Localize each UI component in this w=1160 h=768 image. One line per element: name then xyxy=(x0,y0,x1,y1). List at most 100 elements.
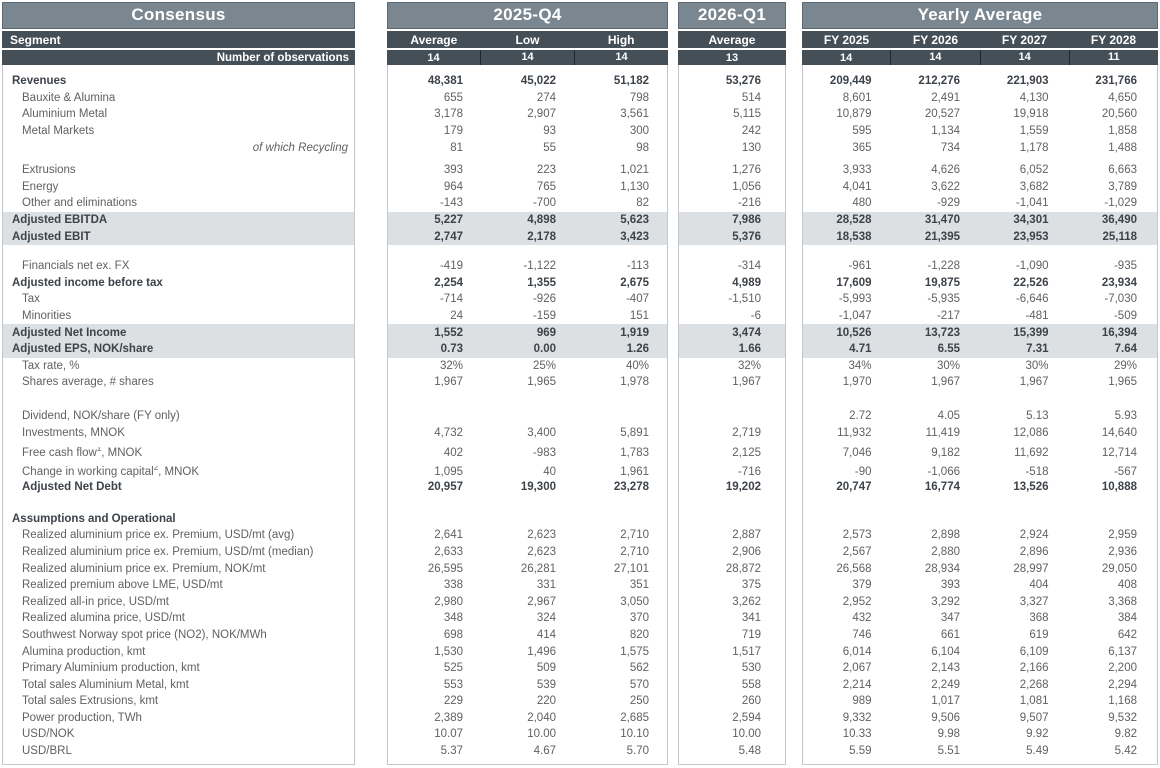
value-cell: 6.55 xyxy=(937,343,960,356)
table-row: 7,046 9,182 11,692 12,714 xyxy=(803,441,1157,460)
value-cell: 558 xyxy=(741,678,761,691)
table-row: 2,254 1,355 2,675 xyxy=(388,275,667,292)
value-cell: 404 xyxy=(1029,579,1049,592)
table-row: USD/BRL xyxy=(3,743,354,760)
value-cell: 9,182 xyxy=(931,446,960,459)
value-cell: 4,626 xyxy=(931,164,960,177)
value-cell: 2,254 xyxy=(434,276,463,289)
value-cell: 5.93 xyxy=(1114,409,1137,422)
table-row: 1,517 xyxy=(679,643,785,660)
value-cell: 331 xyxy=(536,579,556,592)
observation-count: 11 xyxy=(1068,50,1158,65)
value-cell: 2,268 xyxy=(1019,678,1049,691)
value-cell: -714 xyxy=(439,293,463,306)
value-cell: 7.64 xyxy=(1114,343,1137,356)
value-cell: 34% xyxy=(848,359,872,372)
table-row: -143 -700 82 xyxy=(388,195,667,212)
value-cell: -7,030 xyxy=(1104,293,1137,306)
table-row: 553 539 570 xyxy=(388,676,667,693)
table-row: 209,449 212,276 221,903 231,766 xyxy=(803,73,1157,90)
value-cell: 34,301 xyxy=(1013,214,1049,227)
panel-consensus: Consensus Segment Number of observations… xyxy=(2,2,355,766)
table-row: Aluminium Metal xyxy=(3,106,354,123)
table-row: Tax xyxy=(3,291,354,308)
value-cell: 5.49 xyxy=(1026,745,1049,758)
value-cell: 5.13 xyxy=(1026,409,1049,422)
observation-count: 14 xyxy=(427,51,440,64)
value-cell: 1,496 xyxy=(527,645,556,658)
value-cell: 82 xyxy=(636,197,649,210)
value-cell: 231,766 xyxy=(1095,75,1137,88)
value-cell: 223 xyxy=(536,164,556,177)
value-cell: 9,332 xyxy=(842,711,872,724)
value-cell: 26,568 xyxy=(836,562,872,575)
value-cell: 4.67 xyxy=(533,745,556,758)
value-cell: 23,278 xyxy=(613,481,649,494)
table-row: 2,747 2,178 3,423 xyxy=(388,228,667,245)
observations-header-row: Number of observations xyxy=(2,50,355,65)
table-row: 989 1,017 1,081 1,168 xyxy=(803,693,1157,710)
table-row: 130 xyxy=(679,139,785,156)
value-cell: 1,967 xyxy=(931,376,960,389)
table-row: Energy xyxy=(3,179,354,196)
value-cell: -419 xyxy=(439,260,463,273)
observation-count: 14 xyxy=(890,50,979,65)
value-cell: 2,967 xyxy=(527,595,556,608)
value-cell: 2,936 xyxy=(1108,545,1137,558)
table-row: 5,376 xyxy=(679,228,785,245)
column-header: Low xyxy=(515,32,540,47)
table-row: 26,568 28,934 28,997 29,050 xyxy=(803,560,1157,577)
row-spacer xyxy=(803,391,1157,408)
value-cell: 2,710 xyxy=(620,529,649,542)
value-cell: 5.48 xyxy=(738,745,761,758)
value-cell: 414 xyxy=(536,628,556,641)
value-cell: 1,530 xyxy=(434,645,463,658)
value-cell: 23,953 xyxy=(1013,230,1049,243)
table-row: 53,276 xyxy=(679,73,785,90)
value-cell: 3,050 xyxy=(620,595,649,608)
value-cell: 12,714 xyxy=(1101,446,1137,459)
value-cell: 4,989 xyxy=(732,276,761,289)
row-label: Southwest Norway spot price (NO2), NOK/M… xyxy=(22,628,267,641)
row-spacer xyxy=(388,495,667,510)
value-cell: -1,066 xyxy=(927,465,960,478)
table-row: -716 xyxy=(679,460,785,479)
table-row: 260 xyxy=(679,693,785,710)
value-cell: 6,137 xyxy=(1108,645,1137,658)
row-label: Tax xyxy=(22,293,40,306)
table-row: 2,633 2,623 2,710 xyxy=(388,544,667,561)
value-cell: -5,935 xyxy=(927,293,960,306)
value-cell: 2,143 xyxy=(931,662,960,675)
row-label: Adjusted EBITDA xyxy=(12,214,108,227)
value-cell: 820 xyxy=(629,628,649,641)
table-row: -216 xyxy=(679,195,785,212)
panel-2026-q1-title: 2026-Q1 xyxy=(678,2,786,29)
value-cell: 2,898 xyxy=(931,529,960,542)
row-label: Energy xyxy=(22,180,59,193)
row-label: Minorities xyxy=(22,310,72,323)
table-row: 2,641 2,623 2,710 xyxy=(388,527,667,544)
value-cell: 2,896 xyxy=(1019,545,1049,558)
value-cell: 5.59 xyxy=(849,745,872,758)
value-cell: 1,552 xyxy=(434,326,463,339)
yearly-values-body: 209,449 212,276 221,903 231,766 8,601 2,491 4,… xyxy=(802,65,1158,766)
value-cell: 3,327 xyxy=(1019,595,1049,608)
value-cell: 212,276 xyxy=(918,75,960,88)
table-row: Realized aluminium price ex. Premium, US… xyxy=(3,544,354,561)
value-cell: 48,381 xyxy=(427,75,463,88)
value-cell: 734 xyxy=(940,141,960,154)
value-cell: 3,423 xyxy=(620,230,649,243)
table-row: -90 -1,066 -518 -567 xyxy=(803,460,1157,479)
table-row: 34% 30% 30% 29% xyxy=(803,358,1157,375)
value-cell: 2,623 xyxy=(527,545,556,558)
table-row: 2,214 2,249 2,268 2,294 xyxy=(803,676,1157,693)
table-row: 4.71 6.55 7.31 7.64 xyxy=(803,340,1157,358)
value-cell: 2,623 xyxy=(527,529,556,542)
value-cell: -407 xyxy=(625,293,649,306)
table-row: Primary Aluminium production, kmt xyxy=(3,660,354,677)
footnote-marker: 1 xyxy=(96,446,102,454)
value-cell: 3,178 xyxy=(434,108,463,121)
value-cell: 29% xyxy=(1113,359,1137,372)
value-cell: 989 xyxy=(852,695,872,708)
